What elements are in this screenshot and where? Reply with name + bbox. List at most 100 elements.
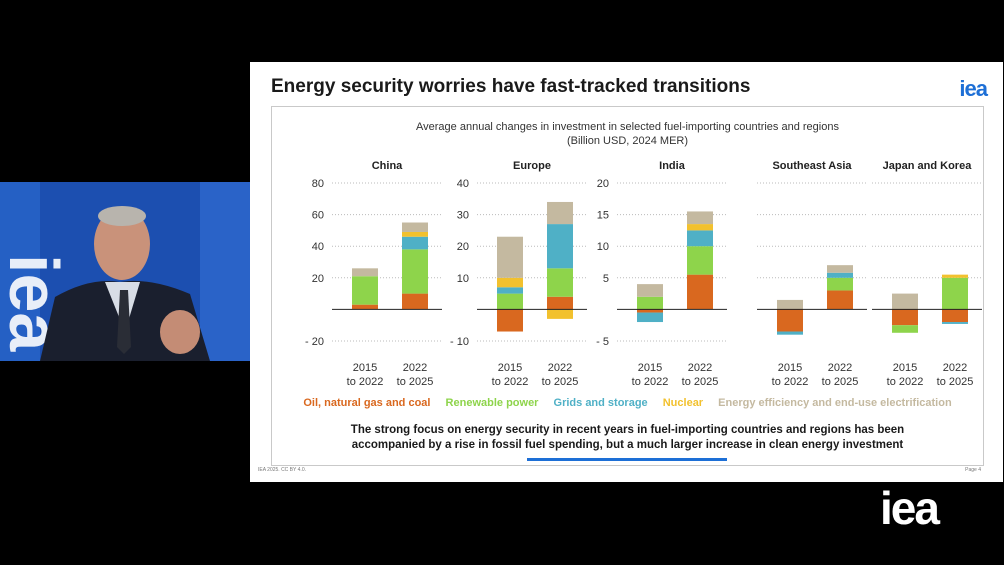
x-category-label: to 2025 — [822, 376, 859, 388]
y-tick-label: 60 — [312, 210, 324, 222]
x-category-label: to 2025 — [937, 376, 974, 388]
x-category-label: 2015 — [638, 362, 662, 374]
bar-segment-efficiency — [892, 293, 918, 310]
bar-segment-grids — [402, 236, 428, 250]
x-category-label: 2015 — [353, 362, 377, 374]
bar-segment-grids — [547, 224, 573, 269]
y-tick-label: 80 — [312, 178, 324, 190]
panel-title: Europe — [513, 160, 551, 172]
legend-renewable: Renewable power — [445, 397, 539, 409]
panel-title: Southeast Asia — [772, 160, 852, 172]
x-category-label: 2015 — [498, 362, 522, 374]
bar-segment-renewable — [352, 276, 378, 305]
x-category-label: 2022 — [943, 362, 967, 374]
bar-segment-oil — [942, 309, 968, 323]
bar-segment-oil — [687, 274, 713, 310]
slide-page-number: Page 4 — [965, 467, 981, 473]
y-tick-label: 40 — [312, 241, 324, 253]
x-category-label: 2015 — [893, 362, 917, 374]
slide-title: Energy security worries have fast-tracke… — [271, 76, 751, 97]
y-tick-label: 30 — [457, 210, 469, 222]
bar-segment-efficiency — [637, 284, 663, 297]
bar-segment-nuclear — [402, 231, 428, 237]
y-tick-label: 15 — [597, 210, 609, 222]
bar-segment-renewable — [687, 246, 713, 275]
chart-frame: Average annual changes in investment in … — [271, 106, 984, 466]
bar-segment-grids — [777, 331, 803, 335]
bar-segment-efficiency — [687, 211, 713, 225]
slide-footer-license: IEA 2025. CC BY 4.0. — [258, 467, 306, 473]
x-category-label: 2022 — [548, 362, 572, 374]
y-tick-label: 20 — [597, 178, 609, 190]
bar-segment-oil — [777, 309, 803, 332]
bar-segment-renewable — [637, 296, 663, 310]
y-tick-label: 10 — [457, 273, 469, 285]
bar-segment-renewable — [497, 293, 523, 310]
y-tick-label: - 5 — [596, 336, 609, 348]
x-category-label: 2022 — [688, 362, 712, 374]
x-category-label: to 2022 — [887, 376, 924, 388]
bar-segment-efficiency — [827, 265, 853, 273]
bar-segment-nuclear — [547, 309, 573, 319]
legend-grids: Grids and storage — [553, 397, 648, 409]
caption-line-1: The strong focus on energy security in r… — [350, 424, 905, 436]
panel-title: China — [372, 160, 403, 172]
y-tick-label: 10 — [597, 241, 609, 253]
presentation-slide: Energy security worries have fast-tracke… — [250, 62, 1003, 482]
bar-segment-efficiency — [352, 268, 378, 277]
bar-segment-nuclear — [497, 277, 523, 288]
bar-segment-efficiency — [497, 236, 523, 278]
panel-title: India — [659, 160, 686, 172]
x-category-label: to 2022 — [347, 376, 384, 388]
speaker-video-feed: iea — [0, 182, 250, 361]
x-category-label: to 2022 — [632, 376, 669, 388]
legend-oil: Oil, natural gas and coal — [303, 397, 431, 409]
x-category-label: to 2025 — [397, 376, 434, 388]
y-tick-label: - 20 — [305, 336, 324, 348]
iea-logo: iea — [959, 76, 988, 101]
bar-segment-efficiency — [777, 299, 803, 310]
bar-segment-oil — [637, 309, 663, 313]
x-category-label: 2022 — [828, 362, 852, 374]
legend-efficiency: Energy efficiency and end-use electrific… — [718, 397, 952, 409]
slide-caption: The strong focus on energy security in r… — [272, 423, 983, 453]
chart-subtitle: (Billion USD, 2024 MER) — [566, 135, 689, 147]
x-category-label: to 2022 — [772, 376, 809, 388]
bar-segment-renewable — [547, 268, 573, 297]
bar-segment-nuclear — [687, 224, 713, 231]
bar-segment-renewable — [402, 249, 428, 294]
y-tick-label: 40 — [457, 178, 469, 190]
bar-segment-nuclear — [942, 274, 968, 278]
y-tick-label: 5 — [603, 273, 609, 285]
bar-segment-oil — [402, 293, 428, 310]
y-tick-label: - 10 — [450, 336, 469, 348]
slide-progress-bar — [527, 458, 727, 461]
x-category-label: 2022 — [403, 362, 427, 374]
y-tick-label: 20 — [312, 273, 324, 285]
bar-segment-renewable — [892, 325, 918, 333]
bar-segment-grids — [637, 312, 663, 323]
bar-segment-efficiency — [402, 222, 428, 232]
bar-segment-grids — [827, 272, 853, 278]
bar-segment-grids — [497, 287, 523, 294]
chart-legend: Oil, natural gas and coal Renewable powe… — [272, 397, 983, 409]
bar-segment-efficiency — [547, 201, 573, 225]
caption-line-2: accompanied by a rise in fossil fuel spe… — [351, 439, 904, 451]
y-tick-label: 20 — [457, 241, 469, 253]
legend-nuclear: Nuclear — [662, 397, 704, 409]
x-category-label: 2015 — [778, 362, 802, 374]
bar-segment-oil — [547, 296, 573, 310]
bar-segment-oil — [827, 290, 853, 310]
x-category-label: to 2025 — [542, 376, 579, 388]
bar-segment-renewable — [942, 277, 968, 310]
bar-segment-renewable — [827, 277, 853, 291]
bar-segment-oil — [352, 304, 378, 310]
bar-segment-grids — [942, 322, 968, 324]
x-category-label: to 2025 — [682, 376, 719, 388]
bar-segment-grids — [687, 230, 713, 247]
x-category-label: to 2022 — [492, 376, 529, 388]
bar-segment-oil — [892, 309, 918, 326]
bar-segment-oil — [497, 309, 523, 332]
chart-title: Average annual changes in investment in … — [416, 121, 839, 133]
